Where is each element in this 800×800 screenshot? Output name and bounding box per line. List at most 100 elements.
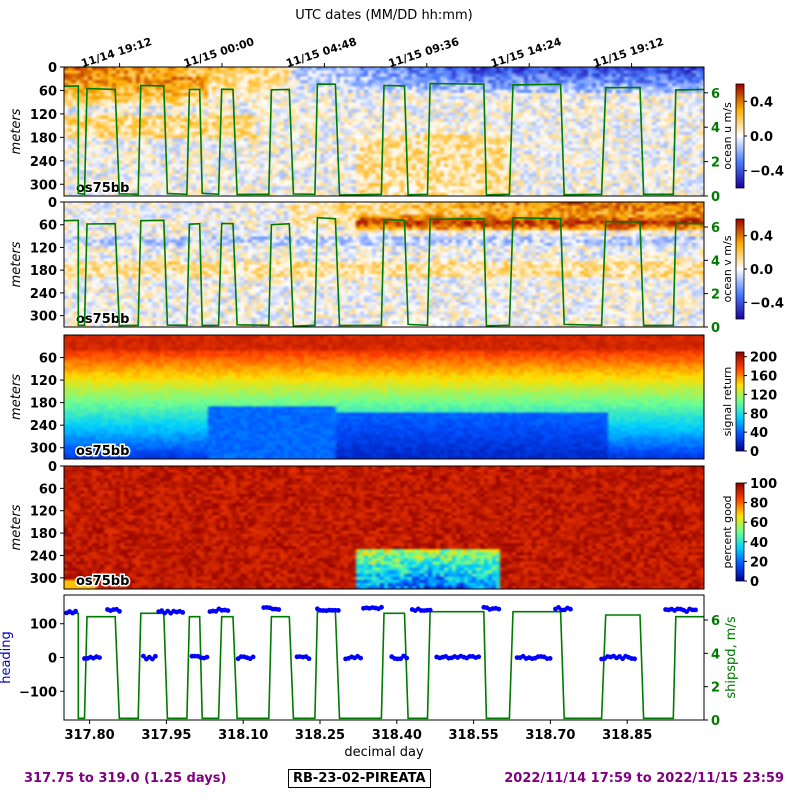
panel-frame [63,594,705,721]
instrument-label: os75bb [76,574,129,589]
ytick-label: 120 [30,505,57,520]
heading-point [476,654,482,660]
xtick-label: 318.25 [295,728,345,743]
ytick-label: 300 [30,442,57,457]
bottom-axis-title: decimal day [344,745,424,760]
top-tick-label: 11/15 09:36 [387,35,461,70]
colorbar-tick-label: 60 [750,516,768,531]
shipspd-overlay [63,216,705,328]
colorbar-tick-label: 120 [750,388,777,403]
colorbar-tick-label: 40 [750,426,768,441]
colorbar-tick-label: 0.0 [750,130,773,145]
ytick-label: 240 [30,287,57,302]
colorbar-tick-label: 0.4 [750,95,773,110]
right-tick-label: 2 [711,156,720,171]
left-tick-label: 100 [30,618,57,633]
xtick-label: 318.40 [372,728,422,743]
ytick-label: 60 [39,482,57,497]
ylabel: meters [9,504,24,550]
heading-point [427,607,433,613]
heading-point [225,608,231,613]
instrument-label: os75bb [76,181,129,196]
panel-frame [63,465,705,590]
ytick-label: 240 [30,155,57,170]
heatmap-percent-good [64,466,704,589]
heading-point [117,608,122,614]
colorbar-label: signal return [721,367,734,437]
ylabel: meters [9,108,24,154]
colorbar-label: ocean v m/s [721,235,734,302]
colorbar-tick-label: 80 [750,407,768,422]
xtick-label: 318.10 [218,728,268,743]
right-tick-label: 6 [711,221,720,236]
right-tick-label: 0 [711,714,720,729]
panel-heading-shipspd: 100 0 −100 heading 0 2 4 6 shipspd, m/s 317.80 317… [0,594,739,743]
heading-point [97,655,102,660]
panel-frame [63,201,705,328]
footer-date-range: 2022/11/14 17:59 to 2022/11/15 23:59 [504,771,784,786]
right-tick-label: 4 [711,647,720,662]
panel-percent-good: 0 60 120 180 240 300 meters os75bb 100 80 60 40 20 0 p… [9,460,777,591]
top-tick-label: 11/15 04:48 [284,35,358,70]
top-axis-title: UTC dates (MM/DD hh:mm) [295,8,472,23]
heading-point [358,655,363,661]
footer-cruise-id: RB-23-02-PIREATA [288,769,431,788]
top-tick-label: 11/14 19:12 [80,35,154,70]
panels: 060120180240300metersos75bb0.40.0−0.4oce… [0,61,784,743]
heading-point [141,653,146,659]
colorbar-tick-label: 0.0 [750,263,773,278]
ytick-label: 180 [30,527,57,542]
heading-point [180,610,186,615]
colorbar-tick-label: 160 [750,370,777,385]
right-tick-label: 0 [711,190,720,205]
colorbar-label: ocean u m/s [721,102,734,170]
heading-point [547,656,553,661]
xtick-label: 318.70 [525,728,575,743]
heading-point [73,608,78,614]
top-tick-label: 11/15 14:24 [489,35,563,70]
ytick-label: 0 [48,196,57,211]
colorbar-tick-label: 20 [750,555,768,570]
ytick-label: 300 [30,178,57,193]
colorbar [735,218,745,320]
heading-point [276,607,282,612]
colorbar-tick-label: 80 [750,497,768,512]
colorbar-tick-label: 100 [750,477,777,492]
ytick-label: 60 [39,352,57,367]
ytick-label: 120 [30,241,57,256]
top-axis: UTC dates (MM/DD hh:mm) 11/14 19:12 11/15… [64,8,704,70]
heading-point [336,608,341,613]
ytick-label: 180 [30,264,57,279]
ylabel: meters [9,241,24,287]
ytick-label: 0 [48,460,57,475]
ytick-label: 300 [30,310,57,325]
right-tick-label: 0 [711,321,720,336]
shipspd-axis-label: shipspd, m/s [724,616,739,698]
right-tick-label: 6 [711,614,720,629]
colorbar-tick-label: 200 [750,351,777,366]
heading-point [496,606,502,612]
instrument-label: os75bb [76,444,129,459]
top-tick-label: 11/15 00:00 [182,35,256,70]
ylabel: meters [9,374,24,420]
colorbar-tick-label: −0.4 [750,165,784,180]
heading-point [568,606,573,612]
instrument-label: os75bb [76,312,129,327]
colorbar [735,482,745,582]
colorbar [735,83,745,189]
ytick-label: 120 [30,108,57,123]
ytick-label: 120 [30,374,57,389]
heading-point [379,604,384,610]
panel-signal-return: 60 120 180 240 300 meters os75bb 200 160 120 80 40 0… [9,334,777,461]
ytick-label: 240 [30,549,57,564]
colorbar-tick-label: 0 [750,575,759,590]
heading-axis-label: heading [0,631,14,684]
ytick-label: 180 [30,131,57,146]
heading-point [153,653,158,659]
colorbar-label: percent good [721,495,734,568]
left-tick-label: 0 [48,652,57,667]
heading-point [250,654,256,660]
heading-point [404,655,410,661]
colorbar [735,351,745,452]
